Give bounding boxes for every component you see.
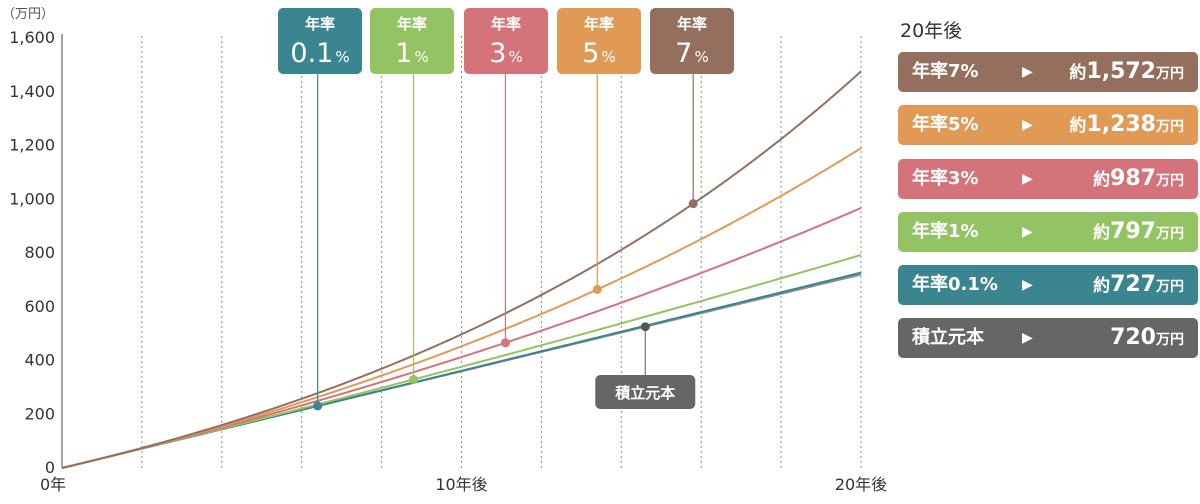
- arrow-right-icon: ▶: [1022, 330, 1033, 347]
- callout-rate-value: 3%: [489, 38, 522, 69]
- x-tick-label: 20年後: [835, 475, 887, 494]
- y-axis-ticks: 0 200 400 600 800 1,000 1,200 1,400 1,600: [9, 28, 55, 477]
- callout-rate-value: 1%: [395, 38, 428, 69]
- y-tick-label: 0: [45, 458, 55, 477]
- summary-row-amount: 約1,238万円: [1069, 112, 1184, 138]
- summary-row-rate_5: 年率5% ▶ 約1,238万円: [898, 105, 1198, 146]
- arrow-right-icon: ▶: [1022, 117, 1033, 134]
- y-tick-label: 1,600: [9, 28, 55, 47]
- callout-rate-value: 7%: [675, 38, 708, 69]
- summary-row-rate_7: 年率7% ▶ 約1,572万円: [898, 52, 1198, 92]
- series-marker-rate_5: [592, 284, 602, 294]
- summary-list: 年率7% ▶ 約1,572万円年率5% ▶ 約1,238万円年率3% ▶ 約987万円年率1…: [898, 52, 1198, 359]
- series-marker-rate_7: [688, 199, 698, 209]
- series-callouts: 年率 7 % 年率 5 % 年率 3 % 年率 1 % 年率 0.1 % 積立元本: [278, 8, 734, 411]
- summary-panel: 20年後 年率7% ▶ 約1,572万円年率5% ▶ 約1,238万円年率3% ▶ 約987…: [898, 18, 1198, 372]
- summary-row-rate_01: 年率0.1% ▶ 約727万円: [898, 265, 1198, 306]
- callout-title: 年率: [397, 15, 427, 33]
- summary-row-amount: 約797万円: [1093, 218, 1184, 244]
- callout-box-rate_1: [370, 8, 454, 74]
- y-tick-label: 200: [24, 404, 55, 423]
- arrow-right-icon: ▶: [1022, 64, 1033, 80]
- summary-row-amount: 約727万円: [1093, 272, 1184, 298]
- summary-row-label: 年率1%: [912, 220, 979, 242]
- summary-row-label: 年率0.1%: [912, 274, 998, 296]
- summary-row-amount: 720万円: [1110, 325, 1184, 351]
- series-line-rate_7: [61, 70, 862, 469]
- x-tick-label: 0年: [40, 475, 66, 494]
- y-tick-label: 400: [24, 351, 55, 370]
- vertical-grid: [141, 36, 862, 468]
- callout-box-rate_7: [650, 8, 734, 74]
- summary-row-rate_3: 年率3% ▶ 約987万円: [898, 158, 1198, 199]
- series-marker-rate_3: [500, 338, 510, 348]
- y-tick-label: 1,400: [9, 82, 55, 101]
- summary-row-rate_1: 年率1% ▶ 約797万円: [898, 211, 1198, 252]
- arrow-right-icon: ▶: [1022, 223, 1033, 240]
- callout-title: 年率: [584, 15, 614, 33]
- summary-row-principal_box: 積立元本 ▶ 720万円: [898, 318, 1198, 359]
- summary-title: 20年後: [900, 20, 963, 42]
- callout-title: 年率: [491, 15, 521, 33]
- y-tick-label: 1,000: [9, 189, 55, 208]
- callout-rate-value: 0.1%: [290, 38, 349, 69]
- callout-principal-label: 積立元本: [614, 384, 675, 402]
- summary-row-amount: 約1,572万円: [1069, 59, 1184, 84]
- summary-row-amount: 約987万円: [1093, 165, 1184, 191]
- callout-box-rate_5: [557, 8, 641, 74]
- x-tick-label: 10年後: [435, 475, 487, 494]
- y-tick-label: 800: [24, 243, 55, 262]
- callout-title: 年率: [677, 15, 707, 33]
- summary-row-label: 年率7%: [912, 61, 979, 82]
- series-marker-principal: [640, 322, 650, 332]
- callout-box-rate_3: [464, 8, 548, 74]
- series-lines: [61, 70, 862, 469]
- callout-box-rate_01: [278, 8, 362, 74]
- callout-box-principal: [595, 375, 696, 409]
- series-marker-rate_1: [409, 374, 419, 384]
- summary-row-label: 積立元本: [912, 327, 984, 349]
- x-axis-ticks: 0年 10年後 20年後: [40, 475, 887, 494]
- y-tick-label: 1,200: [9, 136, 55, 155]
- line-chart: 0 200 400 600 800 1,000 1,200 1,400 1,600 0年 10年後…: [2, 7, 887, 494]
- y-tick-label: 600: [24, 297, 55, 316]
- arrow-right-icon: ▶: [1022, 170, 1033, 187]
- callout-title: 年率: [305, 15, 335, 33]
- summary-row-label: 年率5%: [912, 114, 979, 136]
- callout-rate-value: 5%: [582, 38, 615, 69]
- series-marker-rate_01: [313, 401, 323, 411]
- arrow-right-icon: ▶: [1022, 277, 1033, 294]
- y-axis-unit-label: （万円）: [2, 7, 54, 22]
- summary-row-label: 年率3%: [912, 167, 979, 189]
